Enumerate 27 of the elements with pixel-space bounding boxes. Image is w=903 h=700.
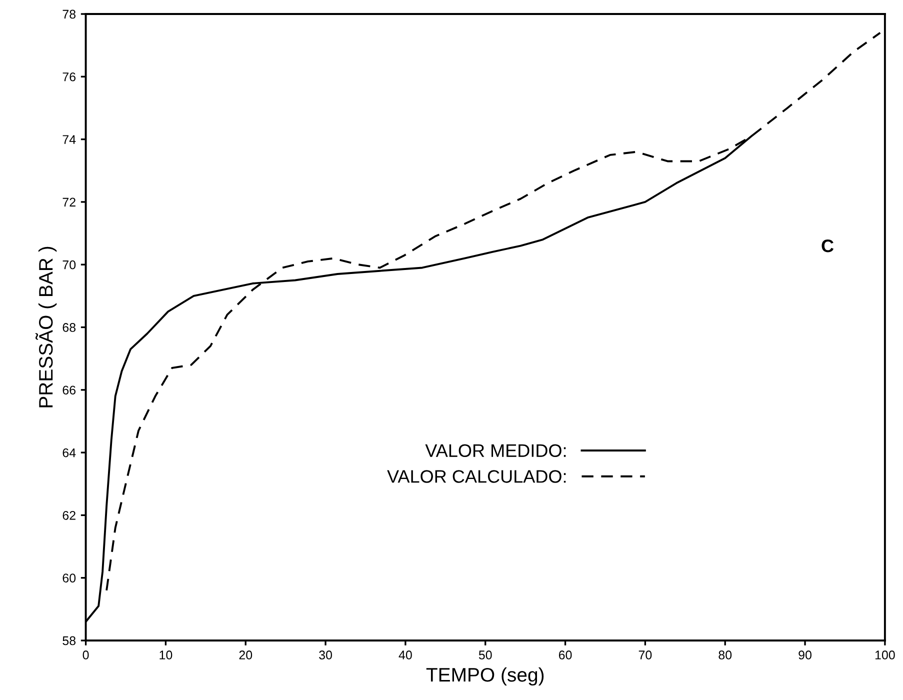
y-tick-label: 76 <box>62 72 76 82</box>
y-tick-label: 58 <box>62 636 76 646</box>
legend-label: VALOR CALCULADO: <box>387 470 566 483</box>
x-tick-label: 20 <box>239 650 252 660</box>
y-tick-label: 60 <box>62 574 76 582</box>
x-tick-label: 70 <box>638 650 652 660</box>
y-tick-label: 78 <box>62 10 76 19</box>
x-tick-label: 50 <box>478 650 492 660</box>
y-tick-label: 62 <box>62 511 76 520</box>
y-tick-label: 70 <box>62 260 76 270</box>
x-tick-label: 0 <box>82 650 89 660</box>
y-axis-title: PRESSÃO ( BAR ) <box>36 246 57 408</box>
x-axis-title: TEMPO (seg) <box>426 667 544 686</box>
y-tick-label: 68 <box>62 323 76 332</box>
x-tick-label: 90 <box>798 650 812 660</box>
x-tick-label: 40 <box>398 650 412 660</box>
x-tick-label: 100 <box>875 650 895 660</box>
annotation: C <box>822 239 834 252</box>
y-tick-label: 64 <box>62 448 76 458</box>
y-tick-label: 74 <box>62 135 76 144</box>
legend-label: VALOR MEDIDO: <box>425 444 566 457</box>
x-tick-label: 60 <box>558 650 572 660</box>
y-tick-label: 72 <box>62 198 76 206</box>
y-tick-label: 66 <box>62 386 76 395</box>
x-tick-label: 10 <box>160 650 172 660</box>
x-tick-label: 30 <box>319 650 332 660</box>
x-tick-label: 80 <box>718 650 732 660</box>
